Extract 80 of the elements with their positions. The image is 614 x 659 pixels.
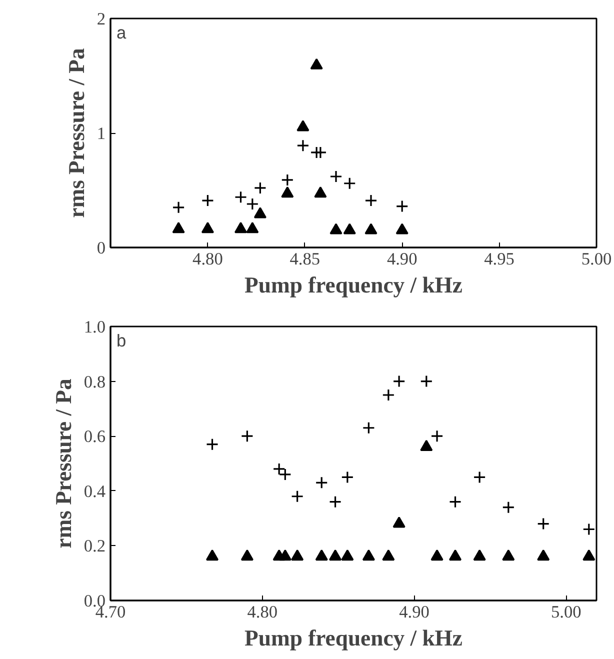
- y-tick-label: 0.8: [84, 372, 106, 392]
- point: [234, 222, 248, 234]
- point: [448, 550, 462, 561]
- point: [330, 223, 342, 234]
- point: [364, 194, 378, 207]
- point: [582, 522, 596, 536]
- point: [364, 223, 378, 234]
- point: [502, 501, 515, 514]
- x-axis-title: Pump frequency / kHz: [244, 626, 462, 650]
- point: [420, 375, 433, 388]
- y-tick-label: 2: [96, 10, 106, 28]
- point: [296, 139, 310, 152]
- point: [172, 222, 185, 234]
- y-axis-title: rms Pressure / Pa: [50, 378, 76, 548]
- point: [396, 223, 408, 234]
- point: [314, 146, 327, 159]
- x-tick-label: 4.90: [399, 602, 430, 622]
- point: [201, 222, 214, 234]
- point: [246, 222, 259, 234]
- point: [314, 186, 327, 198]
- point: [206, 550, 219, 561]
- point: [330, 170, 342, 183]
- y-tick-label: 1.0: [84, 318, 106, 336]
- x-tick-label: 5.00: [581, 250, 612, 268]
- point: [254, 182, 266, 194]
- x-tick-label: 5.00: [550, 602, 582, 622]
- y-tick-label: 0: [96, 238, 106, 258]
- point: [291, 550, 304, 561]
- point: [362, 422, 375, 434]
- point: [234, 190, 248, 204]
- point: [343, 177, 356, 190]
- point: [201, 194, 214, 207]
- annotation: b: [116, 330, 126, 350]
- point: [473, 550, 486, 561]
- point: [430, 550, 444, 561]
- point: [281, 174, 294, 186]
- point: [272, 462, 286, 476]
- point: [240, 550, 254, 561]
- point: [315, 476, 328, 489]
- point: [396, 200, 408, 213]
- point: [278, 468, 292, 481]
- point: [392, 375, 406, 388]
- point: [341, 550, 354, 561]
- point: [502, 550, 515, 561]
- point: [246, 198, 259, 210]
- point: [291, 490, 304, 503]
- point: [420, 440, 433, 452]
- y-tick-label: 0.4: [84, 482, 106, 501]
- point: [328, 550, 342, 561]
- point: [473, 470, 486, 484]
- point: [278, 550, 292, 561]
- annotation: a: [116, 22, 126, 42]
- point: [392, 516, 406, 528]
- y-axis-title: rms Pressure / Pa: [64, 48, 89, 218]
- x-tick-label: 4.80: [247, 602, 278, 622]
- point: [172, 201, 185, 214]
- point: [254, 207, 266, 218]
- y-tick-label: 0.6: [84, 427, 106, 446]
- point: [382, 550, 395, 561]
- x-tick-label: 4.95: [484, 250, 514, 268]
- x-tick-label: 4.85: [290, 250, 320, 268]
- point: [281, 186, 294, 198]
- point: [341, 470, 354, 484]
- point: [206, 438, 219, 451]
- x-tick-label: 4.90: [386, 250, 418, 268]
- point: [362, 550, 375, 561]
- point: [448, 496, 462, 508]
- point: [582, 550, 596, 561]
- x-tick-label: 4.80: [192, 250, 223, 268]
- point: [328, 496, 342, 508]
- point: [343, 223, 356, 234]
- point: [382, 388, 395, 402]
- y-tick-label: 1: [96, 124, 106, 143]
- x-axis-title: Pump frequency / kHz: [244, 272, 462, 298]
- point: [537, 550, 550, 561]
- point: [240, 430, 254, 442]
- y-tick-label: 0.2: [84, 536, 106, 556]
- point: [315, 550, 328, 561]
- point: [430, 430, 444, 442]
- point: [537, 517, 550, 530]
